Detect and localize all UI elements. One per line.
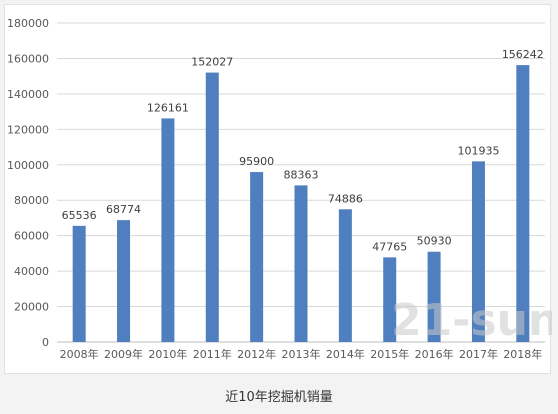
bars — [72, 65, 530, 342]
y-tick-label: 100000 — [7, 159, 49, 172]
y-tick-label: 140000 — [7, 88, 49, 101]
x-tick-label: 2008年 — [60, 347, 99, 361]
watermark-text: 21-sun — [391, 295, 552, 346]
y-tick-label: 160000 — [7, 52, 49, 65]
bar-value-label: 65536 — [62, 209, 97, 222]
y-tick-label: 80000 — [14, 194, 49, 207]
bar-value-label: 152027 — [191, 56, 233, 69]
x-tick-label: 2013年 — [282, 347, 321, 361]
watermark: 21-sun — [391, 295, 552, 346]
bar — [250, 172, 264, 342]
bar — [383, 257, 397, 342]
bar — [205, 72, 219, 342]
x-tick-label: 2010年 — [148, 347, 187, 361]
bar-value-label: 68774 — [106, 203, 141, 216]
bar — [161, 118, 175, 342]
x-tick-label: 2016年 — [415, 347, 454, 361]
bar-value-label: 95900 — [239, 155, 274, 168]
data-labels: 65536 68774 126161 152027 95900 88363 74886 477… — [62, 48, 544, 253]
bar — [117, 220, 131, 342]
bar-value-label: 101935 — [457, 144, 499, 157]
y-axis-ticks: 0 20000 40000 60000 80000 100000 120000 140000 1… — [7, 17, 49, 349]
x-tick-label: 2015年 — [370, 347, 409, 361]
x-axis-ticks: 2008年 2009年 2010年 2011年 2012年 2013年 2014年 2015年… — [60, 347, 543, 361]
bar — [338, 209, 352, 342]
y-tick-label: 60000 — [14, 230, 49, 243]
bar-value-label: 126161 — [147, 101, 189, 114]
x-tick-label: 2014年 — [326, 347, 365, 361]
x-tick-label: 2017年 — [459, 347, 498, 361]
bar — [427, 251, 441, 342]
bar-chart: 0 20000 40000 60000 80000 100000 120000 140000 1… — [7, 17, 552, 361]
bar — [516, 65, 530, 342]
y-tick-label: 0 — [42, 336, 49, 349]
y-tick-label: 120000 — [7, 123, 49, 136]
bar-value-label: 74886 — [328, 192, 363, 205]
x-tick-label: 2012年 — [237, 347, 276, 361]
chart-caption: 近10年挖掘机销量 — [225, 390, 333, 405]
x-tick-label: 2018年 — [503, 347, 542, 361]
bar — [294, 185, 308, 342]
bar-value-label: 47765 — [372, 240, 407, 253]
y-tick-label: 20000 — [14, 301, 49, 314]
x-tick-label: 2009年 — [104, 347, 143, 361]
bar-value-label: 88363 — [284, 168, 319, 181]
bar-value-label: 156242 — [502, 48, 544, 61]
y-tick-label: 40000 — [14, 265, 49, 278]
x-tick-label: 2011年 — [193, 347, 232, 361]
chart-frame: 0 20000 40000 60000 80000 100000 120000 140000 1… — [4, 4, 552, 374]
bar-value-label: 50930 — [417, 235, 452, 248]
y-tick-label: 180000 — [7, 17, 49, 30]
bar — [471, 161, 485, 342]
bar — [72, 225, 86, 342]
